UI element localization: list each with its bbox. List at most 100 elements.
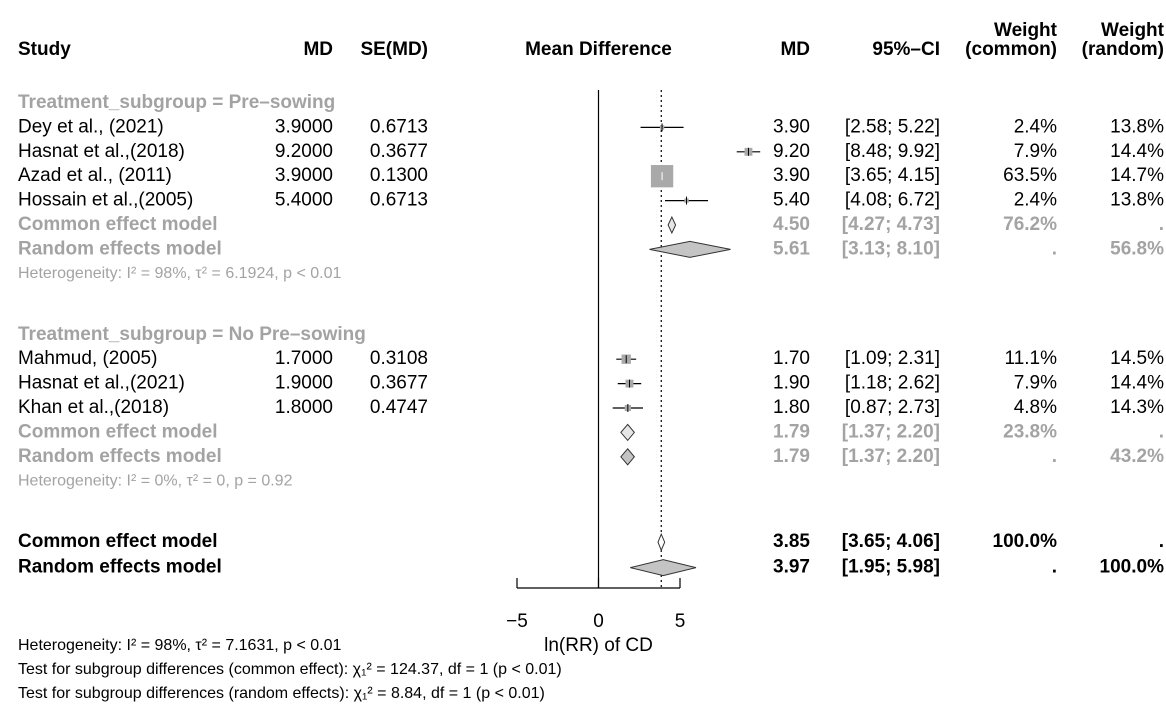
se-value: 0.3677: [370, 141, 428, 162]
header: MD: [303, 39, 333, 60]
md-label: 9.20: [773, 141, 810, 162]
diamond: [657, 532, 666, 552]
study-name: Azad et al., (2011): [18, 165, 172, 186]
weight-random: .: [1159, 531, 1164, 552]
weight-common: 100.0%: [993, 531, 1058, 552]
diamond: [620, 448, 636, 466]
ci-label: [8.48; 9.92]: [845, 141, 940, 162]
md-label: 1.79: [773, 421, 810, 442]
ci-label: [4.08; 6.72]: [845, 190, 940, 211]
subgroup-test: Test for subgroup differences (random ef…: [18, 685, 545, 702]
weight-random: 14.5%: [1110, 348, 1164, 369]
model-label: Common effect model: [18, 531, 218, 552]
weight-common: 2.4%: [1014, 116, 1057, 137]
model-label: Common effect model: [18, 214, 218, 235]
se-value: 0.1300: [370, 165, 428, 186]
md-value: 1.7000: [275, 348, 333, 369]
subgroup-test: Test for subgroup differences (common ef…: [18, 661, 562, 678]
header: Mean Difference: [525, 39, 672, 60]
md-value: 1.8000: [275, 397, 333, 418]
md-value: 3.9000: [275, 165, 333, 186]
header: Weight: [1101, 20, 1165, 41]
x-axis-label: ln(RR) of CD: [544, 635, 653, 656]
weight-common: 76.2%: [1003, 214, 1057, 235]
subgroup-label: Treatment_subgroup = Pre–sowing: [18, 92, 335, 113]
header: Weight: [994, 20, 1058, 41]
x-tick-label: 5: [675, 611, 686, 632]
ci-label: [1.09; 2.31]: [845, 348, 940, 369]
weight-random: 56.8%: [1110, 238, 1164, 259]
x-tick-label: −5: [506, 611, 528, 632]
diamond: [649, 240, 731, 258]
se-value: 0.4747: [370, 397, 428, 418]
weight-random: 14.4%: [1110, 373, 1164, 394]
weight-common: 7.9%: [1014, 373, 1057, 394]
heterogeneity: Heterogeneity: I² = 0%, τ² = 0, p = 0.92: [18, 472, 293, 489]
weight-common: 2.4%: [1014, 190, 1057, 211]
model-label: Random effects model: [18, 446, 222, 467]
header: Study: [18, 39, 71, 60]
model-label: Random effects model: [18, 238, 222, 259]
header: SE(MD): [360, 39, 428, 60]
weight-common: 23.8%: [1003, 421, 1057, 442]
weight-random: .: [1159, 421, 1164, 442]
ci-label: [1.37; 2.20]: [842, 421, 940, 442]
diamond: [667, 215, 677, 235]
model-label: Common effect model: [18, 421, 218, 442]
md-value: 1.9000: [275, 373, 333, 394]
md-label: 5.40: [773, 190, 810, 211]
md-label: 4.50: [773, 214, 810, 235]
heterogeneity: Heterogeneity: I² = 98%, τ² = 7.1631, p …: [18, 637, 342, 654]
ci-label: [1.37; 2.20]: [842, 446, 940, 467]
ci-label: [2.58; 5.22]: [845, 116, 940, 137]
study-name: Mahmud, (2005): [18, 348, 157, 369]
weight-random: 14.4%: [1110, 141, 1164, 162]
weight-random: 43.2%: [1110, 446, 1164, 467]
weight-common: 11.1%: [1005, 348, 1058, 369]
md-label: 3.97: [773, 557, 810, 578]
subgroup-label: Treatment_subgroup = No Pre–sowing: [18, 324, 366, 345]
se-value: 0.6713: [370, 116, 428, 137]
weight-common: 7.9%: [1014, 141, 1057, 162]
md-label: 5.61: [773, 238, 810, 259]
se-value: 0.3677: [370, 373, 428, 394]
weight-common: .: [1052, 446, 1057, 467]
weight-random: .: [1159, 214, 1164, 235]
weight-random: 13.8%: [1110, 190, 1164, 211]
study-name: Hasnat et al.,(2018): [18, 141, 185, 162]
ci-label: [3.13; 8.10]: [842, 238, 940, 259]
se-value: 0.6713: [370, 190, 428, 211]
weight-common: 4.8%: [1014, 397, 1057, 418]
md-label: 1.79: [773, 446, 810, 467]
header: 95%–CI: [872, 39, 940, 60]
diamond: [630, 559, 697, 577]
ci-label: [4.27; 4.73]: [842, 214, 940, 235]
heterogeneity: Heterogeneity: I² = 98%, τ² = 6.1924, p …: [18, 265, 342, 282]
md-label: 3.90: [773, 165, 810, 186]
se-value: 0.3108: [370, 348, 428, 369]
md-label: 1.70: [773, 348, 810, 369]
x-tick-label: 0: [593, 611, 604, 632]
ci-label: [3.65; 4.15]: [845, 165, 940, 186]
weight-random: 100.0%: [1100, 557, 1165, 578]
diamond: [620, 423, 636, 442]
weight-common: .: [1052, 238, 1057, 259]
md-label: 1.90: [773, 373, 810, 394]
header: (random): [1082, 39, 1164, 60]
weight-random: 13.8%: [1110, 116, 1164, 137]
model-label: Random effects model: [18, 557, 222, 578]
header: MD: [780, 39, 810, 60]
weight-random: 14.7%: [1110, 165, 1164, 186]
md-label: 3.85: [773, 531, 810, 552]
weight-common: .: [1052, 557, 1057, 578]
study-name: Khan et al.,(2018): [18, 397, 169, 418]
ci-label: [1.18; 2.62]: [845, 373, 940, 394]
ci-label: [3.65; 4.06]: [842, 531, 940, 552]
ci-label: [1.95; 5.98]: [842, 557, 940, 578]
study-name: Dey et al., (2021): [18, 116, 164, 137]
weight-random: 14.3%: [1110, 397, 1164, 418]
study-name: Hossain et al.,(2005): [18, 190, 193, 211]
md-label: 3.90: [773, 116, 810, 137]
md-value: 5.4000: [275, 190, 333, 211]
